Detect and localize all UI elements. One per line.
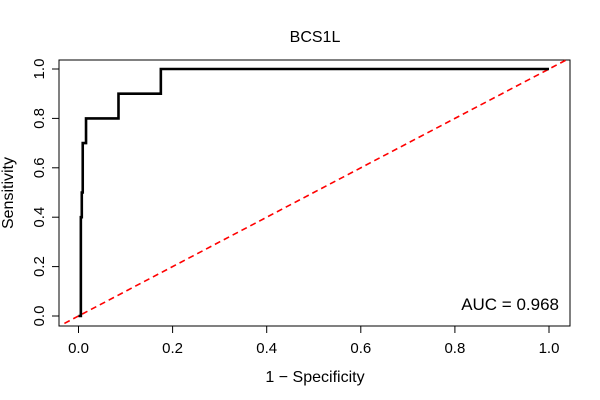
y-axis-title: Sensitivity xyxy=(0,157,17,229)
auc-annotation: AUC = 0.968 xyxy=(461,295,559,314)
x-tick-label: 0.4 xyxy=(256,340,277,357)
y-tick-label: 0.6 xyxy=(31,157,48,178)
x-tick-label: 0.8 xyxy=(444,340,465,357)
x-axis: 0.0 0.2 0.4 0.6 0.8 1.0 xyxy=(68,325,560,357)
y-tick-label: 0.2 xyxy=(31,256,48,277)
x-tick-label: 1.0 xyxy=(539,340,560,357)
chart-title: BCS1L xyxy=(290,29,341,46)
reference-diagonal-line xyxy=(64,59,566,325)
y-tick-label: 1.0 xyxy=(31,59,48,80)
x-tick-label: 0.2 xyxy=(162,340,183,357)
series-layer xyxy=(64,59,566,325)
x-tick-label: 0.0 xyxy=(68,340,89,357)
y-tick-label: 0.0 xyxy=(31,306,48,327)
y-tick-label: 0.8 xyxy=(31,108,48,129)
roc-curve-line xyxy=(78,67,549,318)
x-tick-label: 0.6 xyxy=(350,340,371,357)
x-axis-title: 1 − Specificity xyxy=(265,369,364,386)
y-tick-label: 0.4 xyxy=(31,207,48,228)
y-axis: 0.0 0.2 0.4 0.6 0.8 1.0 xyxy=(31,59,60,327)
